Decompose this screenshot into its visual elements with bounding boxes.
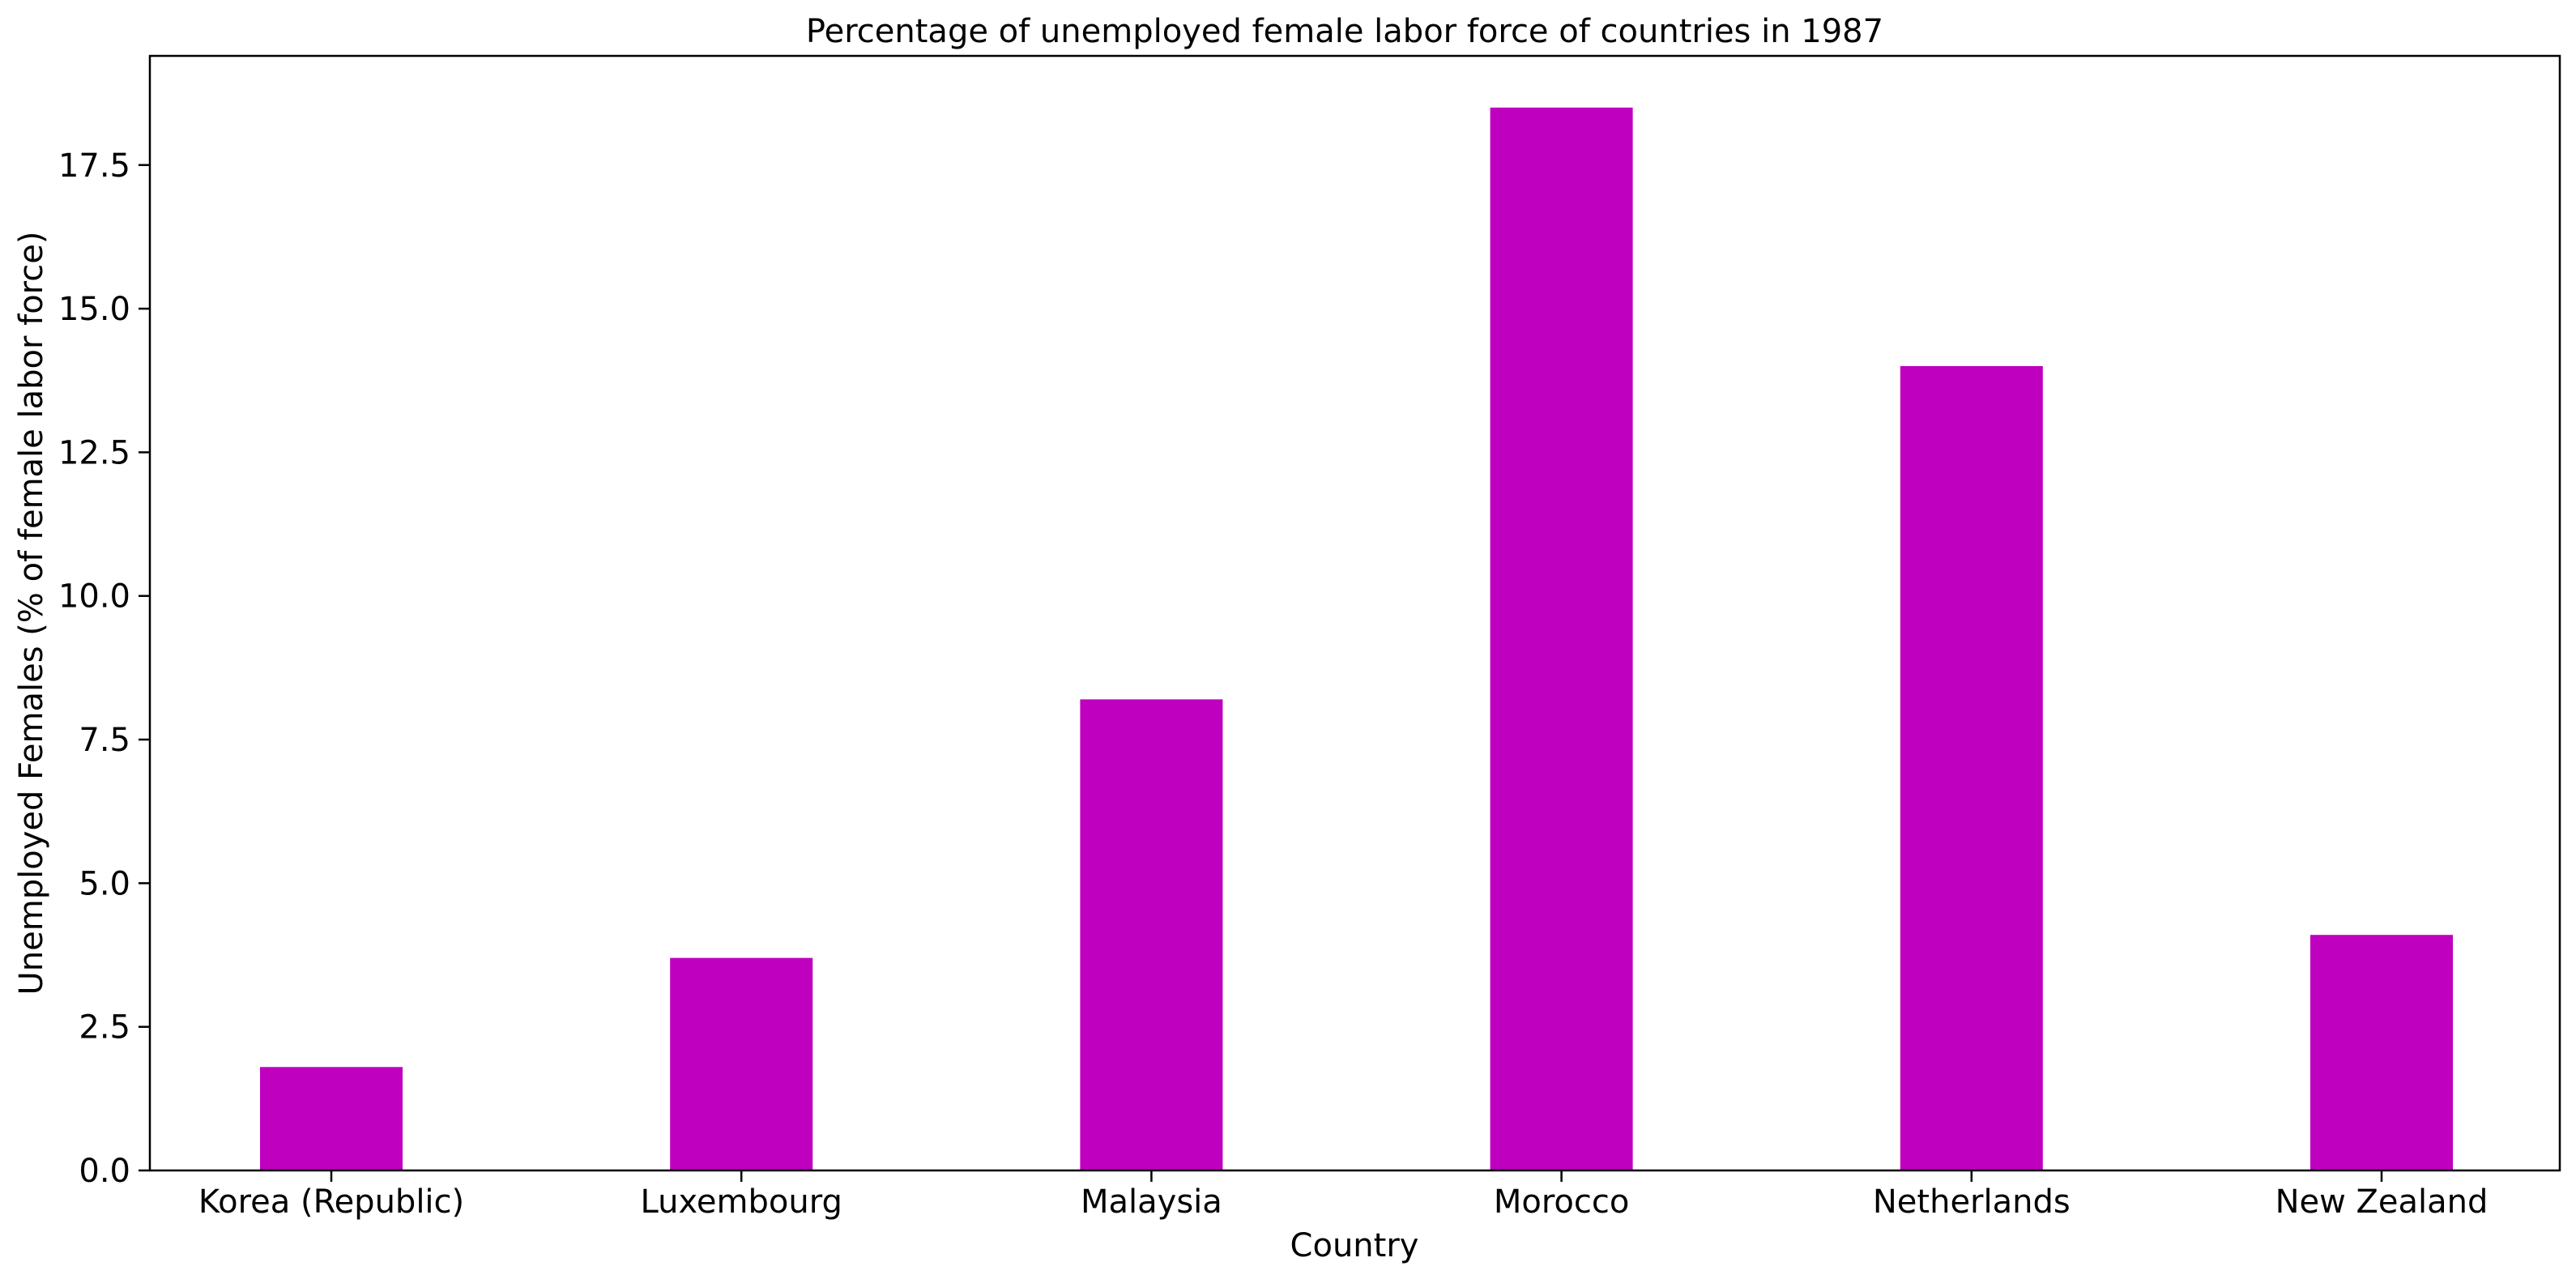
y-tick-label-3: 7.5 [79, 722, 130, 759]
x-tick-label-3: Morocco [1494, 1183, 1629, 1221]
y-tick-label-7: 17.5 [58, 147, 130, 185]
x-tick-label-2: Malaysia [1081, 1183, 1222, 1221]
bar-4 [1900, 366, 2043, 1170]
bar-0 [260, 1067, 403, 1170]
x-axis-label: Country [1290, 1227, 1419, 1264]
bar-3 [1490, 107, 1633, 1170]
x-tick-label-5: New Zealand [2275, 1183, 2489, 1221]
y-tick-label-6: 15.0 [58, 291, 130, 328]
y-axis-label: Unemployed Females (% of female labor fo… [13, 232, 50, 995]
x-tick-label-4: Netherlands [1873, 1183, 2071, 1221]
bar-2 [1080, 699, 1223, 1170]
bars-layer [260, 107, 2453, 1170]
chart-title: Percentage of unemployed female labor fo… [806, 13, 1883, 50]
x-axis-ticks: Korea (Republic) Luxembourg Malaysia Morocc… [198, 1170, 2489, 1221]
y-tick-label-1: 2.5 [79, 1009, 130, 1047]
bar-5 [2310, 935, 2453, 1170]
x-tick-label-0: Korea (Republic) [198, 1183, 464, 1221]
y-tick-label-0: 0.0 [79, 1153, 130, 1190]
y-tick-label-5: 12.5 [58, 434, 130, 471]
plot-frame [148, 54, 2561, 1172]
y-tick-label-2: 5.0 [79, 865, 130, 902]
y-axis-ticks: 0.0 2.5 5.0 7.5 10.0 12.5 15.0 17.5 [58, 147, 150, 1190]
x-tick-label-1: Luxembourg [641, 1183, 842, 1221]
bar-1 [670, 957, 813, 1170]
y-tick-label-4: 10.0 [58, 578, 130, 616]
